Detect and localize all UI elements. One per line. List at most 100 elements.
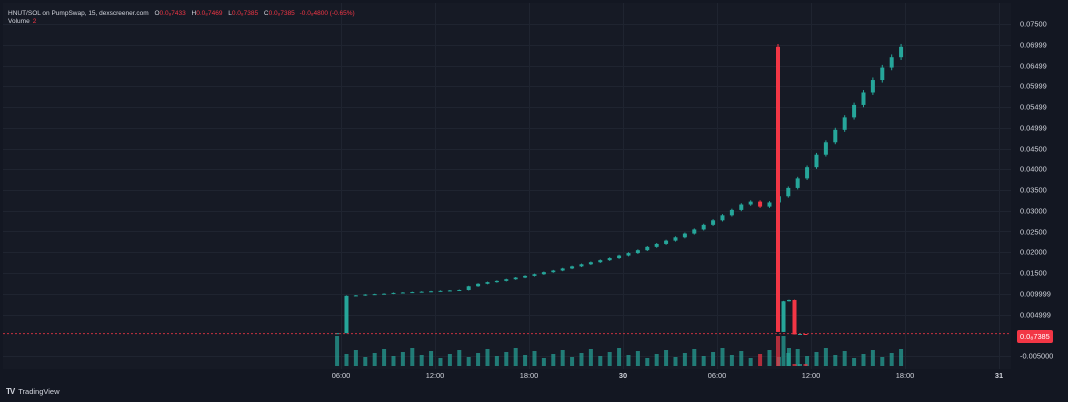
y-tick-label: 0.06499	[1020, 61, 1047, 71]
candle-body	[457, 290, 462, 292]
high-value: 0.0₈7469	[196, 10, 223, 17]
volume-bar	[410, 348, 415, 366]
candle-body	[798, 334, 802, 336]
volume-bar	[598, 356, 603, 366]
candle-body	[739, 204, 744, 210]
candle-body	[852, 104, 857, 118]
volume-bar	[382, 349, 387, 366]
y-tick-label: 0.03500	[1020, 185, 1047, 195]
open-value: 0.0₈7433	[159, 10, 186, 17]
x-tick-label: 30	[618, 371, 628, 380]
candle-body	[363, 294, 368, 296]
y-tick-label: 0.01500	[1020, 268, 1047, 278]
volume-bar	[739, 351, 744, 366]
candle-body	[476, 283, 481, 287]
candle-body	[795, 178, 800, 188]
x-tick-label: 06:00	[331, 371, 351, 380]
y-tick-label: -0.005000	[1020, 351, 1054, 361]
y-tick-label: 0.07500	[1020, 19, 1047, 29]
y-tick-label: 0.02500	[1020, 227, 1047, 236]
candle-body	[532, 274, 537, 276]
x-tick-label: 12:00	[425, 371, 445, 380]
volume-bar	[523, 355, 528, 366]
y-tick-label: 0.04999	[1020, 123, 1047, 133]
candle-body	[541, 272, 546, 275]
y-tick-label: 0.004999	[1020, 310, 1051, 319]
candle-body	[551, 270, 556, 273]
close-value: 0.0₈7385	[268, 10, 295, 17]
volume-bar	[899, 349, 904, 366]
candle-body	[673, 237, 678, 241]
volume-bar	[560, 350, 565, 366]
volume-bar	[551, 354, 556, 366]
close-label: C	[263, 10, 269, 17]
candle-body	[654, 243, 659, 247]
candle-body	[748, 201, 753, 205]
candle-body	[792, 299, 797, 335]
volume-bar	[798, 364, 802, 366]
candle-body	[720, 215, 725, 221]
candle-body	[729, 209, 734, 216]
tradingview-logo-icon: TV	[6, 387, 15, 396]
volume-bar	[842, 351, 847, 366]
volume-bar	[823, 348, 828, 366]
volume-bar	[682, 353, 687, 366]
volume-bar	[701, 356, 706, 366]
candle-body	[560, 268, 565, 271]
y-tick-label: 0.02000	[1020, 247, 1047, 257]
candle-body	[372, 294, 377, 296]
tradingview-logo[interactable]: TV TradingView	[6, 387, 60, 396]
candle-body	[786, 187, 791, 197]
volume-bar	[645, 358, 650, 366]
volume-bar	[400, 352, 405, 366]
volume-bar	[814, 352, 819, 366]
candle-body	[781, 301, 786, 332]
volume-label: Volume	[8, 18, 30, 25]
volume-bar	[438, 358, 443, 366]
volume-bar	[758, 354, 763, 366]
candle-body	[447, 290, 452, 292]
volume-bar	[729, 355, 734, 366]
volume-bar	[635, 351, 640, 366]
volume-bar	[335, 336, 340, 366]
volume-bar	[720, 348, 725, 366]
change-value: -0.0₈4800 (-0.65%)	[299, 10, 355, 17]
candle-body	[823, 142, 828, 155]
volume-bar	[711, 352, 716, 366]
tradingview-brand-text: TradingView	[18, 387, 60, 396]
volume-bar	[447, 354, 452, 366]
candle-body	[617, 255, 622, 259]
candle-body	[523, 275, 528, 278]
x-tick-label: 06:00	[707, 371, 727, 380]
candle-body	[776, 46, 780, 332]
x-tick-label: 18:00	[519, 371, 539, 380]
candle-body	[344, 295, 349, 334]
volume-bar	[607, 352, 612, 366]
candle-body	[438, 290, 443, 292]
candle-body	[419, 291, 424, 293]
candle-body	[833, 129, 838, 143]
candle-body	[382, 293, 387, 295]
candle-body	[692, 229, 697, 234]
candle-body	[588, 262, 593, 265]
candle-body	[758, 201, 763, 207]
candle-body	[805, 167, 810, 179]
plot-area[interactable]	[3, 3, 1011, 369]
symbol-legend: HNUT/SOL on PumpSwap, 15, dexscreener.co…	[8, 9, 355, 18]
volume-bar	[673, 357, 678, 366]
volume-bar	[363, 357, 368, 366]
candle-body	[645, 246, 650, 251]
volume-bar	[692, 349, 697, 366]
candle-body	[391, 292, 396, 294]
candle-body	[607, 258, 612, 261]
volume-bar	[787, 348, 791, 366]
volume-bar	[588, 349, 593, 366]
candle-body	[504, 279, 509, 281]
candle-body	[682, 233, 687, 238]
volume-value: 2	[32, 18, 37, 25]
candle-body	[494, 280, 499, 283]
volume-bar	[748, 358, 753, 366]
x-tick-label: 12:00	[801, 371, 821, 380]
